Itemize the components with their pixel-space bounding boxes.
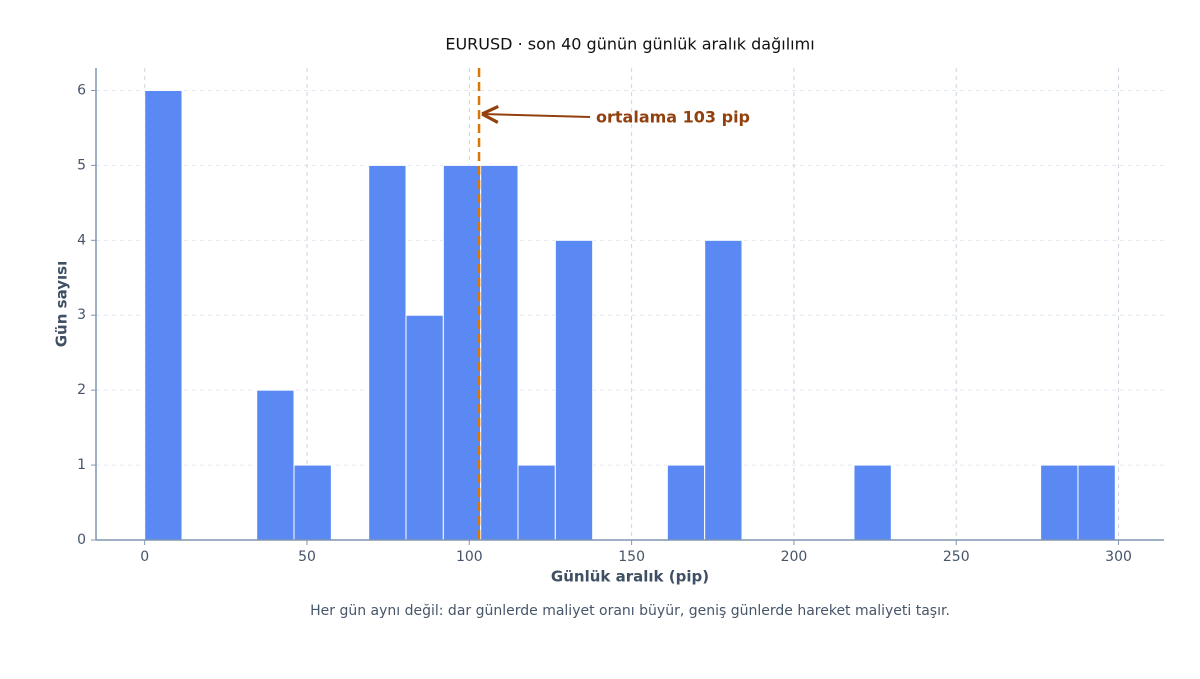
bar [853, 464, 892, 541]
bar [666, 464, 706, 541]
x-tick-label: 150 [618, 549, 645, 565]
y-tick-label: 2 [77, 382, 86, 398]
bar [144, 89, 183, 541]
x-tick-label: 250 [943, 549, 970, 565]
bar [293, 464, 332, 541]
x-tick-label: 50 [298, 549, 316, 565]
chart-title: EURUSD · son 40 günün günlük aralık dağı… [445, 35, 814, 54]
bar [554, 239, 594, 541]
caption: Her gün aynı değil: dar günlerde maliyet… [310, 603, 950, 619]
bar [517, 464, 556, 541]
bar [480, 164, 519, 541]
x-tick-label: 200 [781, 549, 808, 565]
bar [442, 164, 482, 541]
y-axis-label: Gün sayısı [53, 261, 71, 347]
y-tick-label: 6 [77, 82, 86, 98]
x-tick-label: 100 [456, 549, 483, 565]
bar [368, 164, 407, 541]
bar [1040, 464, 1079, 541]
y-tick-label: 5 [77, 157, 86, 173]
bar [1077, 464, 1116, 541]
bar [405, 314, 444, 541]
bar [704, 239, 743, 541]
y-tick-label: 1 [77, 457, 86, 473]
bar [256, 389, 295, 541]
y-tick-label: 3 [77, 307, 86, 323]
annotation-arrow [481, 104, 591, 124]
x-tick-label: 300 [1105, 549, 1132, 565]
x-tick-label: 0 [140, 549, 149, 565]
y-tick-label: 4 [77, 232, 86, 248]
x-axis-label: Günlük aralık (pip) [551, 568, 709, 586]
annotation: ortalama 103 pip [596, 108, 750, 127]
y-tick-label: 0 [77, 532, 86, 548]
